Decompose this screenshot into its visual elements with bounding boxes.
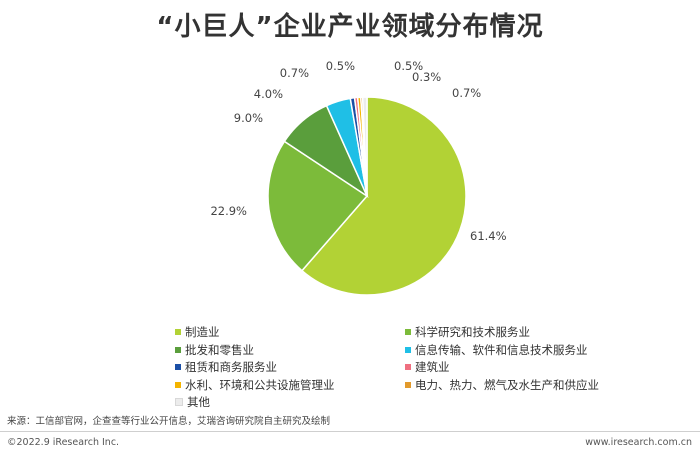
pie-slices (267, 96, 467, 296)
legend-item-7: 水利、环境和公共设施管理业 (175, 377, 405, 394)
pie-labels: 61.4%22.9%9.0%4.0%0.7% 0.5% 0.5%0.3%0.7% (210, 59, 506, 243)
chart-title: “小巨人”企业产业领域分布情况 (156, 12, 544, 42)
legend-swatch (405, 381, 411, 388)
legend-swatch (405, 346, 411, 353)
legend-swatch (175, 329, 181, 336)
pie-label-4: 4.0% (254, 87, 283, 101)
legend-item-2: 科学研究和技术服务业 (405, 324, 695, 341)
legend-item-5: 租赁和商务服务业 (175, 359, 405, 376)
legend-label: 建筑业 (415, 360, 450, 375)
pie-label-2: 22.9% (210, 204, 247, 218)
pie-slice-1 (300, 96, 467, 296)
legend-label: 科学研究和技术服务业 (415, 325, 530, 340)
legend-swatch (175, 364, 181, 371)
legend-swatch (175, 346, 181, 353)
legend-item-3: 批发和零售业 (175, 342, 405, 359)
pie-label-5: 0.7% (280, 66, 309, 80)
pie-chart: 61.4%22.9%9.0%4.0%0.7% 0.5% 0.5%0.3%0.7% (210, 59, 507, 296)
footer-divider (0, 431, 700, 432)
legend-swatch (175, 398, 183, 407)
legend-label: 其他 (187, 395, 210, 410)
legend-item-6: 建筑业 (405, 359, 695, 376)
website-url: www.iresearch.com.cn (585, 437, 692, 448)
legend-label: 水利、环境和公共设施管理业 (185, 377, 335, 392)
pie-slice-2 (267, 140, 369, 272)
pie-slice-9 (361, 96, 368, 197)
legend-label: 租赁和商务服务业 (185, 360, 277, 375)
legend-item-9: 其他 (175, 394, 405, 411)
legend-swatch (405, 364, 411, 371)
source-note: 来源：工信部官网，企查查等行业公开信息，艾瑞咨询研究院自主研究及绘制 (7, 416, 331, 427)
pie-label-1: 61.4% (470, 229, 507, 243)
pie-label-8: 0.3% (412, 70, 441, 84)
copyright-text: ©2022.9 iResearch Inc. (7, 437, 120, 448)
legend-label: 电力、热力、燃气及水生产和供应业 (415, 377, 599, 392)
legend-item-1: 制造业 (175, 324, 405, 341)
pie-label-3: 9.0% (234, 111, 263, 125)
legend-label: 信息传输、软件和信息技术服务业 (415, 342, 588, 357)
chart-legend: 制造业 科学研究和技术服务业批发和零售业 信息传输、软件和信息技术服务业租赁和商务服… (175, 324, 695, 411)
legend-swatch (175, 381, 181, 388)
pie-label-9: 0.7% (452, 86, 481, 100)
legend-label: 制造业 (185, 325, 220, 340)
legend-swatch (405, 329, 411, 336)
pie-label-7: 0.5% (394, 59, 423, 73)
legend-item-4: 信息传输、软件和信息技术服务业 (405, 342, 695, 359)
legend-label: 批发和零售业 (185, 342, 254, 357)
pie-label-6: 0.5% (326, 59, 355, 73)
legend-item-8: 电力、热力、燃气及水生产和供应业 (405, 377, 695, 394)
